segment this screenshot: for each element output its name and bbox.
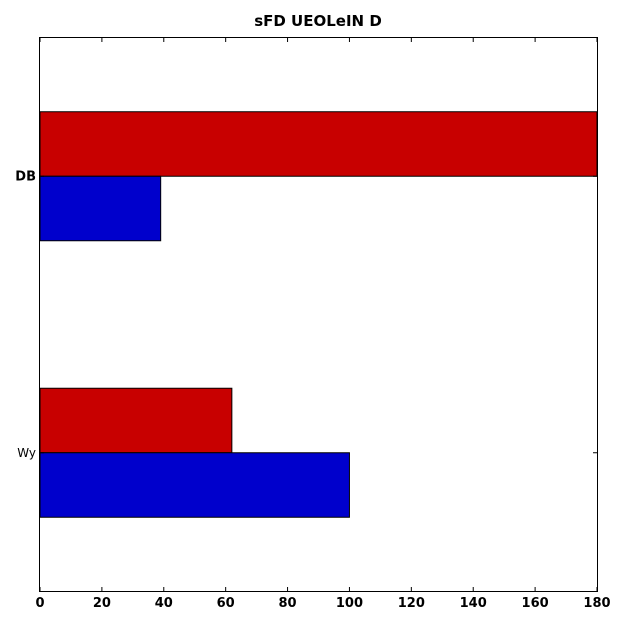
bar-db-series-1 xyxy=(39,111,598,177)
bar-wy-series-2 xyxy=(39,452,350,518)
x-tick-label: 100 xyxy=(336,596,363,611)
chart-title: sFD UEOLeIN D xyxy=(254,12,382,30)
x-tick-label: 60 xyxy=(217,596,235,611)
x-tick-label: 0 xyxy=(35,596,44,611)
bars-group xyxy=(39,111,598,518)
bar-wy-series-1 xyxy=(39,387,233,454)
x-tick-label: 80 xyxy=(279,596,297,611)
plot-frame xyxy=(39,37,598,592)
x-tick-label: 120 xyxy=(398,596,425,611)
x-axis: 0 20 40 60 80 100 120 140 160 180 xyxy=(35,38,611,611)
x-tick-label: 20 xyxy=(93,596,111,611)
x-tick-label: 40 xyxy=(155,596,173,611)
y-tick-label: Wy xyxy=(17,446,36,460)
x-tick-label: 140 xyxy=(460,596,487,611)
bar-db-series-2 xyxy=(39,175,162,242)
x-tick-label: 180 xyxy=(583,596,610,611)
y-axis: DB Wy xyxy=(15,169,597,460)
x-tick-label: 160 xyxy=(522,596,549,611)
y-tick-label: DB xyxy=(15,169,36,184)
